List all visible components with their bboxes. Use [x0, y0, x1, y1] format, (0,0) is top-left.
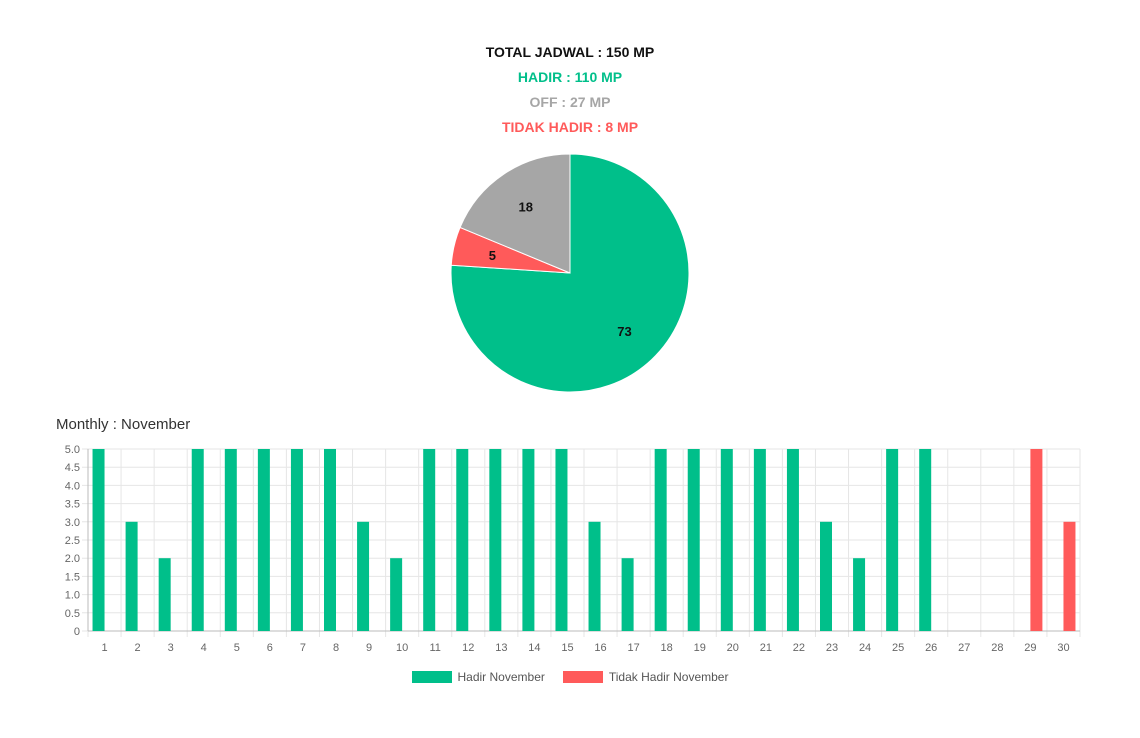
- y-tick-label: 2.5: [65, 535, 80, 547]
- x-tick-label: 18: [661, 642, 673, 654]
- y-tick-label: 3.0: [65, 517, 80, 529]
- bar-hadir-november[interactable]: [853, 558, 866, 631]
- x-tick-label: 22: [793, 642, 805, 654]
- bar-hadir-november[interactable]: [158, 558, 171, 631]
- total-jadwal-label: TOTAL JADWAL : 150 MP: [485, 44, 655, 60]
- bar-tidak-hadir-november[interactable]: [1063, 521, 1076, 631]
- x-tick-label: 11: [429, 642, 440, 654]
- y-tick-label: 2.0: [65, 553, 80, 565]
- bar-hadir-november[interactable]: [290, 449, 303, 631]
- bar-hadir-november[interactable]: [489, 449, 502, 631]
- legend-swatch-hadir: [411, 671, 452, 683]
- x-tick-label: 25: [892, 642, 904, 654]
- x-tick-label: 14: [528, 642, 540, 654]
- x-tick-label: 23: [826, 642, 838, 654]
- bar-hadir-november[interactable]: [257, 449, 270, 631]
- y-tick-label: 4.0: [65, 480, 80, 492]
- bar-hadir-november[interactable]: [555, 449, 568, 631]
- x-tick-label: 8: [333, 642, 339, 654]
- bar-hadir-november[interactable]: [919, 449, 932, 631]
- bar-hadir-november[interactable]: [224, 449, 237, 631]
- bar-hadir-november[interactable]: [125, 521, 138, 631]
- pie-slice-hadir[interactable]: [450, 153, 690, 393]
- pie-chart-svg: 73 5 18: [450, 153, 690, 393]
- x-tick-label: 21: [760, 642, 772, 654]
- y-tick-label: 1.0: [65, 590, 80, 602]
- y-tick-label: 0: [74, 626, 80, 638]
- bar-hadir-november[interactable]: [456, 449, 469, 631]
- x-tick-label: 9: [366, 642, 372, 654]
- legend-label-hadir: Hadir November: [457, 670, 545, 684]
- x-tick-label: 13: [495, 642, 507, 654]
- bar-hadir-november[interactable]: [588, 521, 601, 631]
- x-tick-label: 29: [1024, 642, 1036, 654]
- x-tick-label: 30: [1057, 642, 1069, 654]
- x-tick-label: 7: [300, 642, 306, 654]
- x-tick-label: 24: [859, 642, 871, 654]
- x-tick-label: 15: [561, 642, 573, 654]
- pie-label-hadir: 73: [617, 324, 631, 339]
- pie-label-tidak-hadir: 5: [489, 248, 496, 263]
- bar-hadir-november[interactable]: [621, 558, 634, 631]
- x-tick-label: 28: [991, 642, 1003, 654]
- x-tick-label: 19: [694, 642, 706, 654]
- y-tick-label: 5.0: [65, 444, 80, 456]
- y-tick-label: 0.5: [65, 608, 80, 620]
- x-tick-label: 27: [958, 642, 970, 654]
- legend-label-tidak-hadir: Tidak Hadir November: [608, 670, 729, 684]
- x-tick-label: 17: [627, 642, 639, 654]
- y-tick-label: 1.5: [65, 571, 80, 583]
- legend-item-hadir[interactable]: Hadir November: [411, 670, 545, 684]
- pie-label-off: 18: [518, 200, 532, 215]
- attendance-pie-chart: 73 5 18: [440, 146, 700, 406]
- legend-item-tidak-hadir[interactable]: Tidak Hadir November: [562, 670, 729, 684]
- bar-hadir-november[interactable]: [522, 449, 535, 631]
- x-tick-label: 3: [168, 642, 174, 654]
- monthly-bar-chart: 00.51.01.52.02.53.03.54.04.55.01 2 3 4 5 6 7 8 9…: [65, 444, 1081, 654]
- bar-hadir-november[interactable]: [390, 558, 403, 631]
- bar-hadir-november[interactable]: [886, 449, 899, 631]
- hadir-summary-label: HADIR : 110 MP: [517, 69, 623, 85]
- bar-hadir-november[interactable]: [720, 449, 733, 631]
- x-tick-label: 26: [925, 642, 937, 654]
- x-tick-label: 4: [201, 642, 207, 654]
- monthly-title: Monthly : November: [56, 416, 191, 433]
- x-tick-label: 16: [594, 642, 606, 654]
- tidak-hadir-summary-label: TIDAK HADIR : 8 MP: [501, 119, 639, 135]
- bar-tidak-hadir-november[interactable]: [1030, 449, 1043, 631]
- bar-hadir-november[interactable]: [753, 449, 766, 631]
- pie-slice-off[interactable]: [459, 153, 571, 274]
- bar-hadir-november[interactable]: [357, 521, 370, 631]
- bar-hadir-november[interactable]: [786, 449, 799, 631]
- x-tick-label: 1: [101, 642, 107, 654]
- x-tick-label: 12: [462, 642, 474, 654]
- x-tick-label: 10: [396, 642, 408, 654]
- off-summary-label: OFF : 27 MP: [529, 94, 611, 110]
- bar-hadir-november[interactable]: [687, 449, 700, 631]
- x-tick-label: 20: [727, 642, 739, 654]
- legend-swatch-tidak-hadir: [562, 671, 603, 683]
- bar-hadir-november[interactable]: [423, 449, 436, 631]
- bar-chart-legend: Hadir November Tidak Hadir November: [0, 670, 1140, 684]
- bar-hadir-november[interactable]: [92, 449, 105, 631]
- x-tick-label: 6: [267, 642, 273, 654]
- x-tick-label: 2: [135, 642, 141, 654]
- x-tick-label: 5: [234, 642, 240, 654]
- y-tick-label: 3.5: [65, 499, 80, 511]
- bar-hadir-november[interactable]: [820, 521, 832, 631]
- y-tick-label: 4.5: [65, 462, 80, 474]
- bar-hadir-november[interactable]: [324, 449, 336, 631]
- bar-hadir-november[interactable]: [654, 449, 667, 631]
- bar-hadir-november[interactable]: [191, 449, 204, 631]
